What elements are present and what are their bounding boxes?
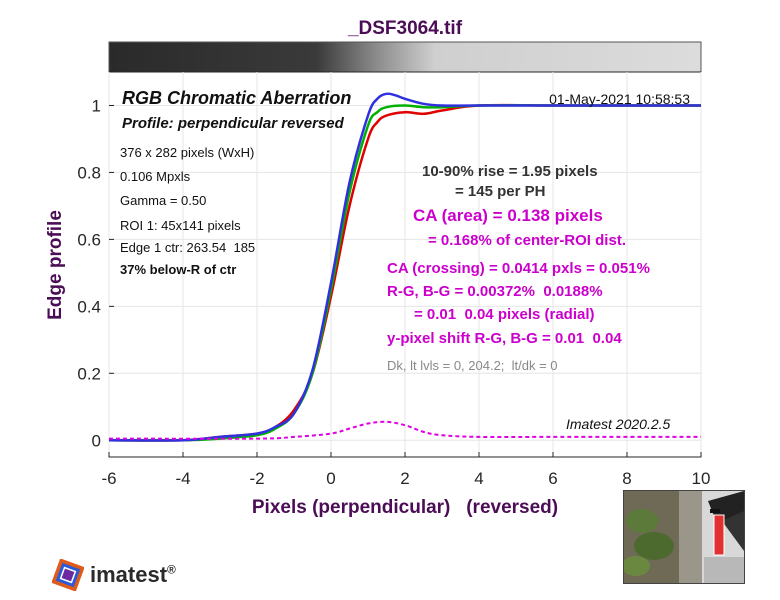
x-tick-label: 0 [326,469,335,488]
x-tick-label: 4 [474,469,483,488]
annotation-rise-2: = 145 per PH [455,183,545,200]
annotation-edge: Edge 1 ctr: 263.54 185 [120,240,255,255]
imatest-logo-text: imatest® [90,562,176,588]
annotation-radial: = 0.01 0.04 pixels (radial) [414,306,595,323]
annotation-heading: RGB Chromatic Aberration [122,88,351,108]
y-tick-label: 1 [92,96,101,115]
annotation-ca-area-2: = 0.168% of center-ROI dist. [428,232,626,249]
edge-gradient-strip [108,41,702,73]
roi-thumbnail-image [624,491,744,583]
x-axis-label: Pixels (perpendicular) (reversed) [252,497,558,518]
y-tick-label: 0.4 [77,297,101,316]
annotation-rg-bg: R-G, B-G = 0.00372% 0.0188% [387,283,603,300]
y-tick-label: 0 [92,431,101,450]
annotation-rise-1: 10-90% rise = 1.95 pixels [422,163,598,180]
x-tick-label: -4 [175,469,190,488]
x-tick-label: 2 [400,469,409,488]
y-tick-label: 0.6 [77,230,101,249]
annotation-yshift: y-pixel shift R-G, B-G = 0.01 0.04 [387,330,622,347]
axis-ticks: -6 -4 -2 0 2 4 6 8 10 0 0.2 0.4 0.6 0.8 1 [77,96,710,488]
annotation-gamma: Gamma = 0.50 [120,193,206,208]
annotation-size: 376 x 282 pixels (WxH) [120,145,254,160]
series-line-ca [108,420,701,440]
series-line-blue [108,92,701,442]
imatest-logo: imatest® [52,558,176,592]
x-tick-label: -6 [101,469,116,488]
annotation-date: 01-May-2021 10:58:53 [549,91,690,107]
imatest-logo-name: imatest [90,562,168,587]
annotation-ca-area-1: CA (area) = 0.138 pixels [413,206,603,225]
imatest-logo-icon [52,559,84,591]
annotation-ca-crossing: CA (crossing) = 0.0414 pxls = 0.051% [387,260,650,277]
annotation-version: Imatest 2020.2.5 [566,416,671,432]
annotation-profile: Profile: perpendicular reversed [122,115,345,132]
annotation-dark-light: Dk, lt lvls = 0, 204.2; lt/dk = 0 [387,358,558,373]
chart-title: _DSF3064.tif [347,18,463,39]
grid [108,72,702,457]
y-axis-label: Edge profile [45,210,66,320]
imatest-logo-registered: ® [167,562,176,577]
y-tick-label: 0.8 [77,163,101,182]
x-tick-label: 10 [692,469,711,488]
annotation-roi: ROI 1: 45x141 pixels [120,218,241,233]
annotation-mpxls: 0.106 Mpxls [120,169,191,184]
x-tick-label: 6 [548,469,557,488]
roi-thumbnail [623,490,745,584]
x-tick-label: -2 [249,469,264,488]
series-lines [108,92,701,442]
annotation-below: 37% below-R of ctr [120,262,236,277]
y-tick-label: 0.2 [77,364,101,383]
x-tick-label: 8 [622,469,631,488]
